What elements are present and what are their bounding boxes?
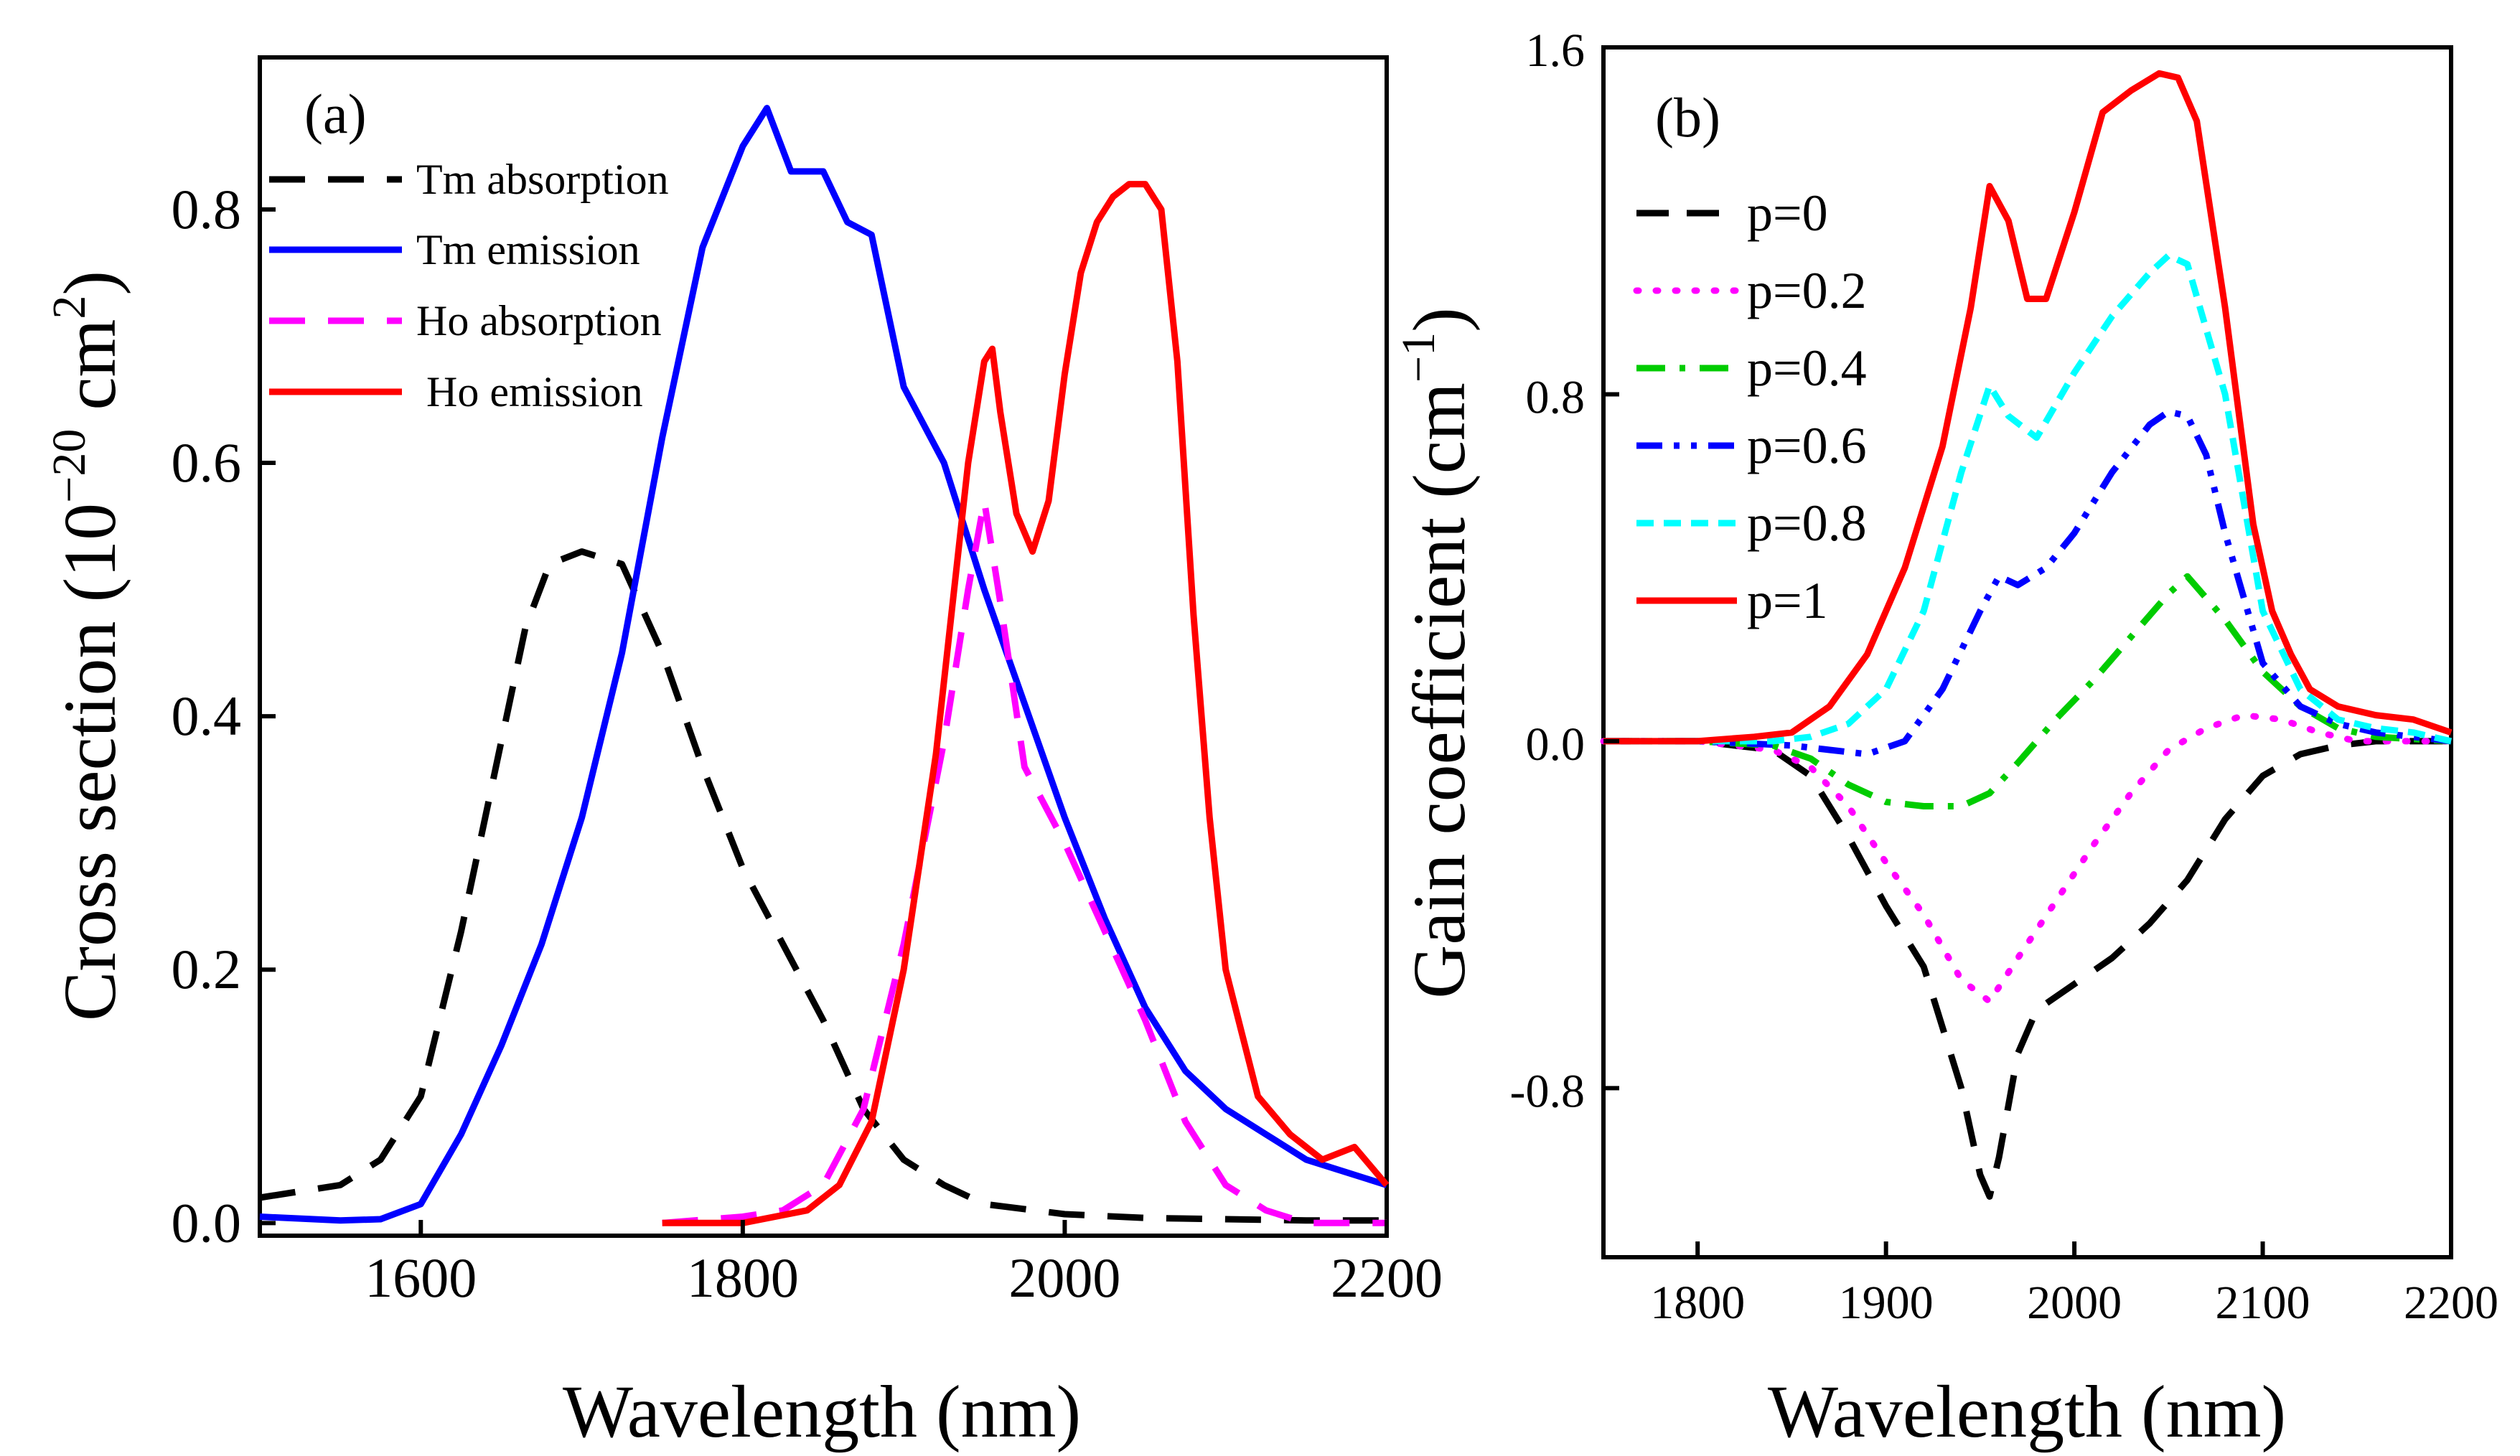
panel-b-y-axis-title: Gain coefficient (cm−1)	[1392, 307, 1481, 998]
series-line-ho-emission	[662, 181, 1390, 1226]
x-tick-label: 1800	[1650, 1277, 1745, 1329]
legend-label-p08: p=0.8	[1747, 494, 1867, 552]
panel-a: 1600 1800 2000 2200 0.0 0.2 0.4 0.6 0.8 (a) Tm a…	[43, 55, 1443, 1453]
y-tick-label: 0.4	[172, 685, 242, 747]
panel-a-ticks: 1600 1800 2000 2200 0.0 0.2 0.4 0.6 0.8	[172, 178, 1443, 1309]
legend-label-p06: p=0.6	[1747, 417, 1867, 474]
legend-label-ho-emission: Ho emission	[426, 368, 643, 415]
panel-b-curves	[1600, 70, 2455, 1200]
series-line-p-0-8	[1603, 252, 2453, 745]
y-tick-label: 0.8	[1526, 371, 1585, 423]
y-tick-label: 0.0	[172, 1191, 242, 1254]
x-tick-label: 1800	[687, 1246, 799, 1309]
series-line-p-1	[1603, 70, 2453, 745]
series-line-p-0	[1603, 738, 2451, 1200]
x-tick-label: 1900	[1839, 1277, 1934, 1329]
panel-b-ticks: 1800 1900 2000 2100 2200 -0.8 0.0 0.8 1.6	[1510, 24, 2498, 1329]
legend-label-ho-absorption: Ho absorption	[416, 297, 662, 344]
legend-label-tm-absorption: Tm absorption	[416, 156, 669, 203]
panel-a-plot-frame	[258, 55, 1389, 1238]
series-line-p-0-6	[1603, 408, 2452, 758]
y-tick-label: -0.8	[1510, 1065, 1585, 1117]
legend-label-p02: p=0.2	[1747, 262, 1867, 319]
y-tick-label: 0.0	[1526, 718, 1585, 771]
y-tick-label: 0.6	[172, 431, 242, 494]
series-line-ho-absorption	[662, 497, 1387, 1226]
series-line-tm-emission	[259, 105, 1388, 1224]
legend-label-p1: p=1	[1747, 572, 1828, 629]
panel-a-curves	[259, 105, 1390, 1226]
panel-a-label: (a)	[304, 83, 367, 145]
x-tick-label: 2200	[2404, 1277, 2498, 1329]
y-tick-label: 0.2	[172, 938, 242, 1000]
panel-b-x-axis-title: Wavelength (nm)	[1768, 1371, 2286, 1453]
x-tick-label: 2100	[2216, 1277, 2310, 1329]
panel-b-legend: p=0 p=0.2 p=0.4 p=0.6 p=0.8 p=1	[1633, 184, 1867, 629]
y-tick-label: 0.8	[172, 178, 242, 240]
panel-b-plot-frame	[1601, 45, 2453, 1259]
panel-a-y-axis-title: Cross section (10−20 cm2)	[43, 271, 131, 1021]
panel-a-legend: Tm absorption Tm emission Ho absorption …	[269, 156, 669, 415]
panel-b: 1800 1900 2000 2100 2200 -0.8 0.0 0.8 1.6 (b) p=…	[1392, 24, 2498, 1453]
panel-a-x-axis-title: Wavelength (nm)	[563, 1371, 1081, 1453]
legend-label-p04: p=0.4	[1747, 339, 1867, 397]
x-tick-label: 2200	[1331, 1246, 1443, 1309]
panel-b-label: (b)	[1655, 86, 1720, 149]
series-line-p-0-2	[1600, 712, 2455, 1005]
x-tick-label: 2000	[2027, 1277, 2122, 1329]
series-line-p-0-4	[1603, 573, 2452, 809]
y-tick-label: 1.6	[1526, 24, 1585, 77]
legend-label-p0: p=0	[1747, 184, 1828, 242]
legend-label-tm-emission: Tm emission	[416, 226, 640, 273]
x-tick-label: 1600	[365, 1246, 477, 1309]
x-tick-label: 2000	[1008, 1246, 1120, 1309]
series-line-tm-absorption	[259, 548, 1387, 1224]
